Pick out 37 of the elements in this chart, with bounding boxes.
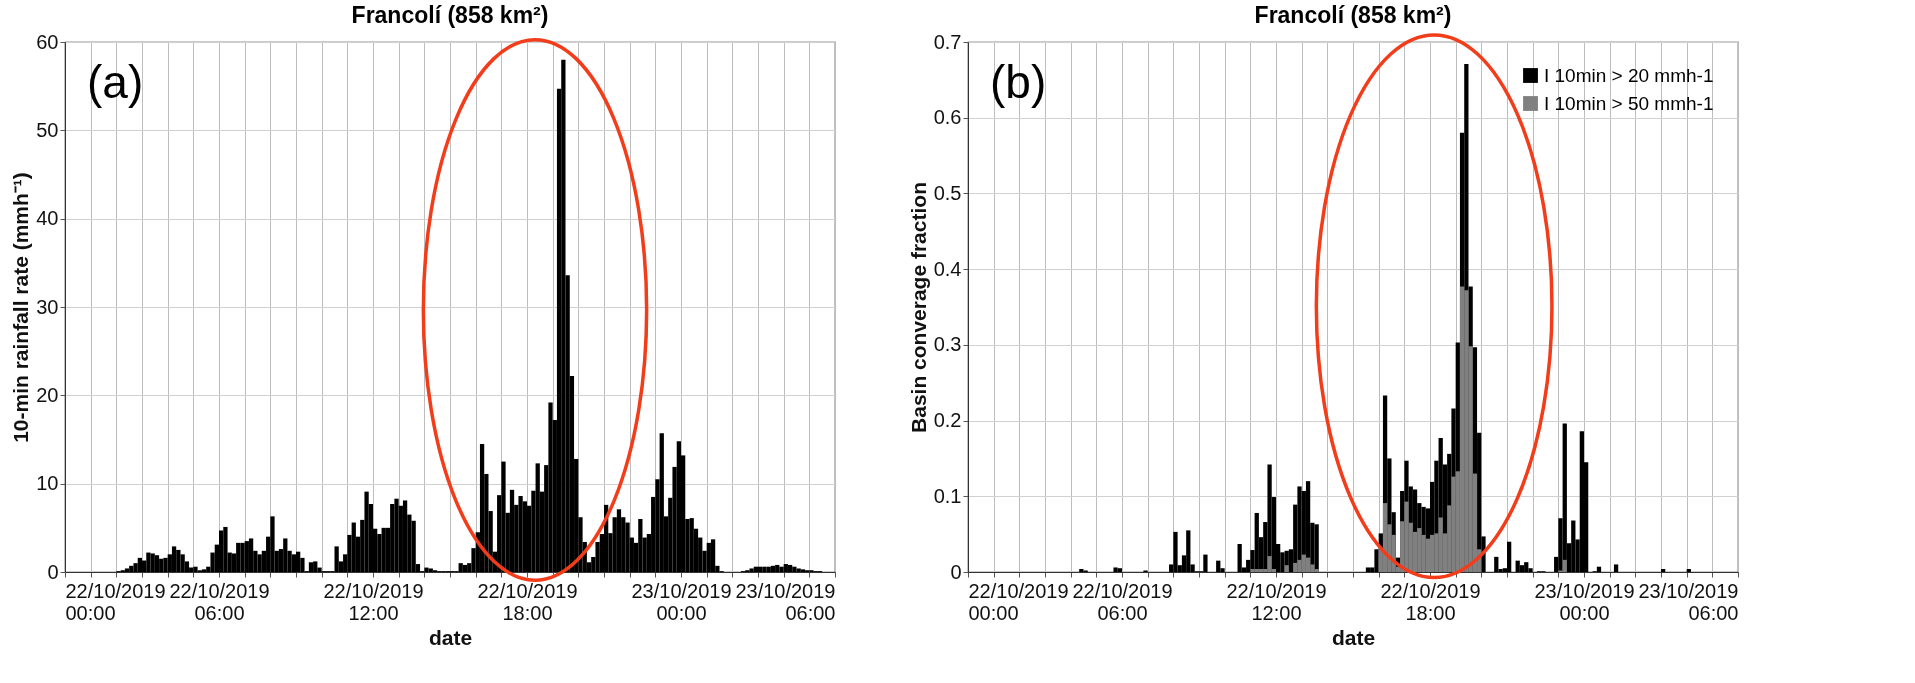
y-tick-label: 20 (36, 383, 59, 406)
x-tick-label: 22/10/2019 18:00 (477, 579, 578, 624)
x-tick-label: 22/10/2019 12:00 (1226, 579, 1327, 624)
x-tick-label: 22/10/2019 00:00 (968, 579, 1069, 624)
y-tick-label: 0.7 (933, 30, 962, 53)
x-tick-label: 22/10/2019 12:00 (323, 579, 424, 624)
y-axis-title: Basin converage fraction (906, 182, 930, 433)
y-tick-label: 0.4 (933, 257, 962, 280)
annotation: (a) (87, 56, 144, 108)
y-tick-label: 30 (36, 295, 59, 318)
y-tick-label: 0.5 (933, 181, 962, 204)
y-tick-label: 40 (36, 207, 59, 230)
annotation: (b) (990, 56, 1047, 108)
y-tick-label: 10 (36, 472, 59, 495)
x-tick-label: 23/10/2019 00:00 (631, 579, 732, 624)
x-axis-title: date (1331, 625, 1376, 649)
x-axis-title: date (428, 625, 473, 649)
y-tick-label: 0.3 (933, 333, 962, 356)
chart-title: Francolí (858 km²) (351, 2, 549, 28)
y-tick-label: 0.1 (933, 484, 962, 507)
y-tick-label: 0.2 (933, 409, 962, 432)
x-tick-label: 22/10/2019 18:00 (1380, 579, 1481, 624)
legend-label: I 10min > 50 mmh-1 (1544, 92, 1714, 114)
x-tick-label: 22/10/2019 06:00 (169, 579, 270, 624)
x-tick-label: 23/10/2019 06:00 (735, 579, 836, 624)
chart-title: Francolí (858 km²) (1254, 2, 1452, 28)
y-axis-title: 10-min rainfall rate (mmh⁻¹) (9, 172, 33, 443)
x-tick-label: 23/10/2019 06:00 (1638, 579, 1739, 624)
y-tick-label: 0 (950, 560, 962, 583)
x-tick-label: 22/10/2019 00:00 (65, 579, 166, 624)
x-tick-label: 22/10/2019 06:00 (1072, 579, 1173, 624)
legend-label: I 10min > 20 mmh-1 (1544, 64, 1714, 86)
y-tick-label: 0 (47, 560, 59, 583)
x-tick-label: 23/10/2019 00:00 (1534, 579, 1635, 624)
y-tick-label: 50 (36, 118, 59, 141)
y-tick-label: 0.6 (933, 106, 962, 129)
y-tick-label: 60 (36, 30, 59, 53)
